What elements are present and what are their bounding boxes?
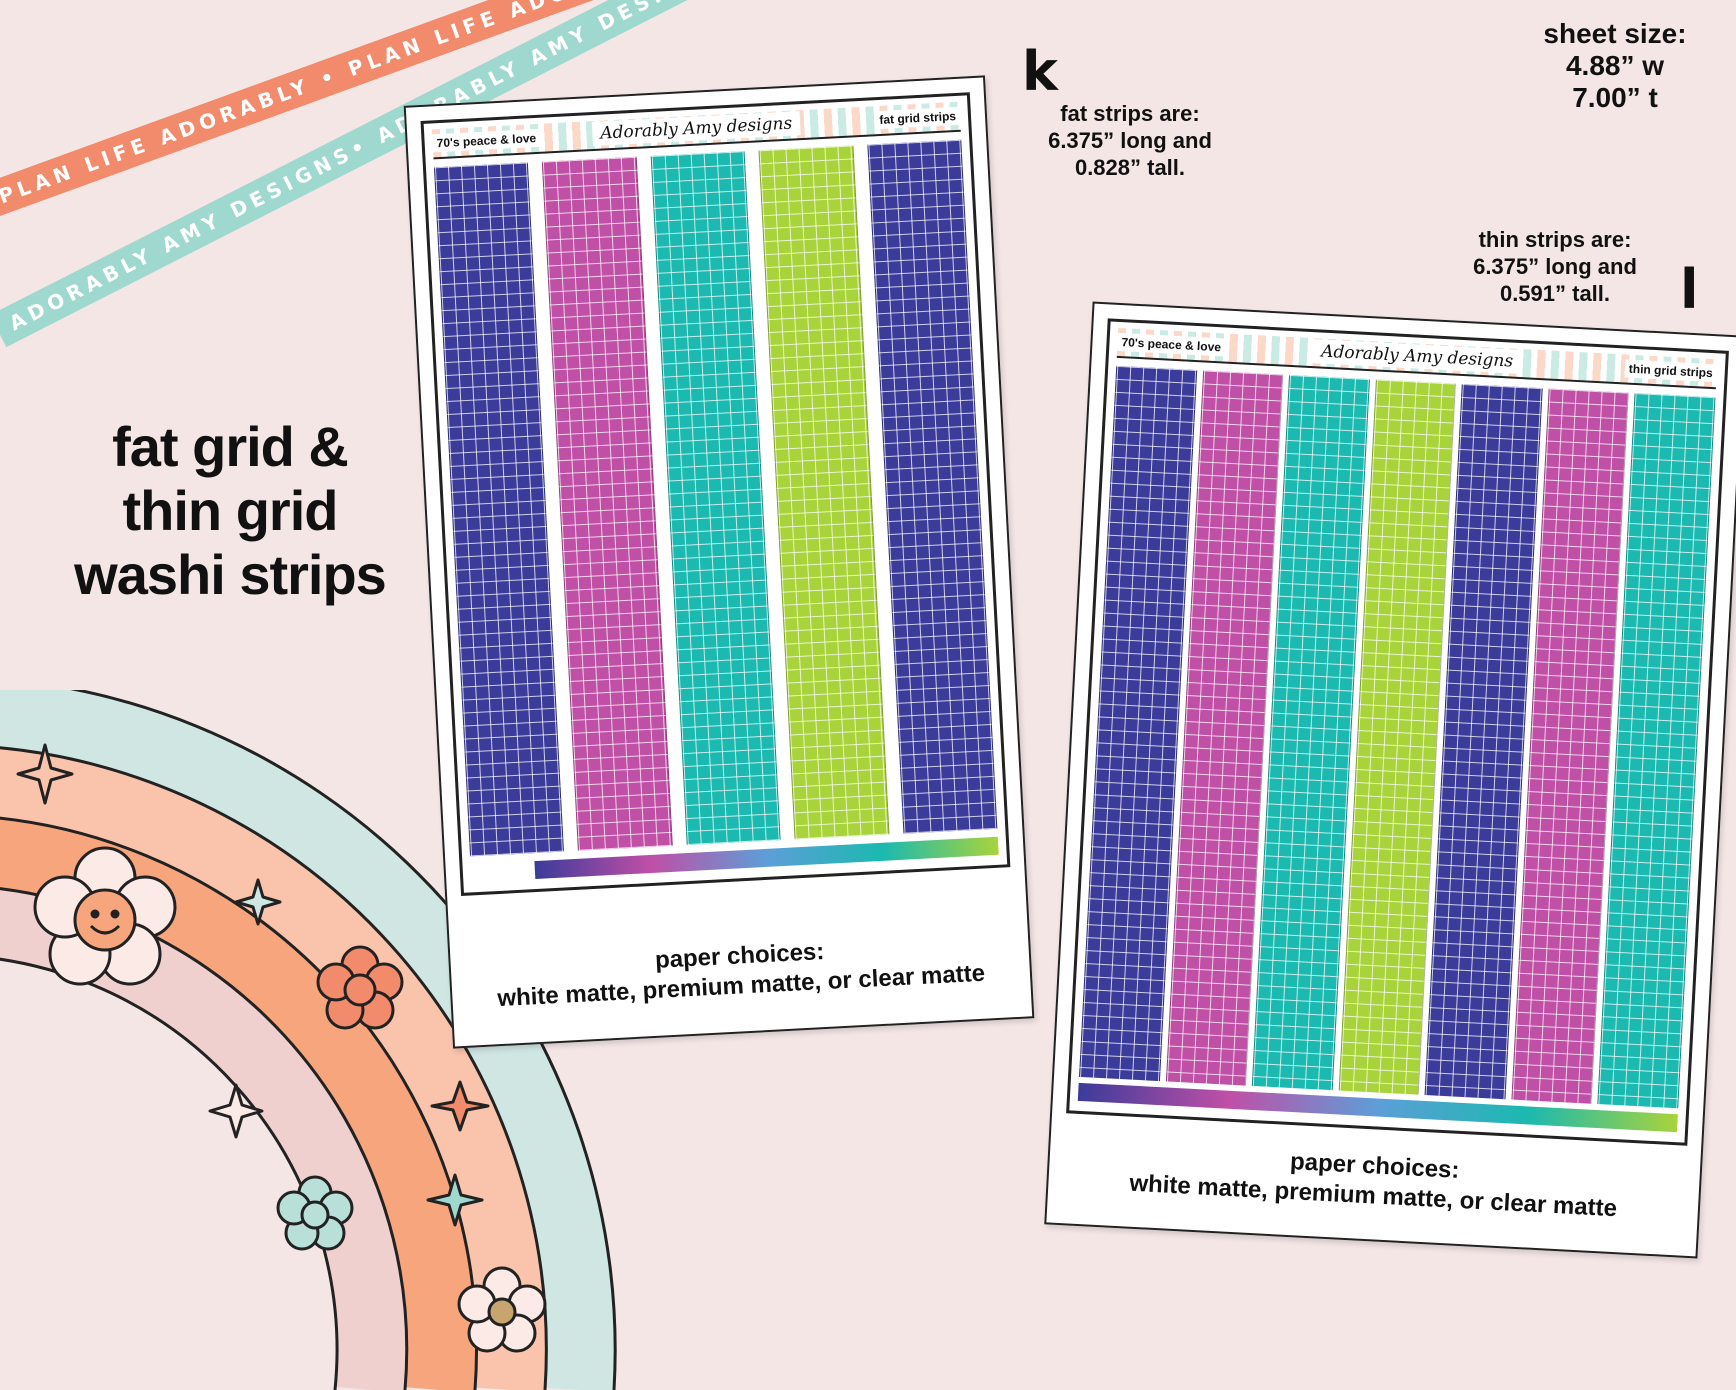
title-line-1: fat grid & bbox=[112, 415, 349, 478]
thin-strip-row bbox=[1079, 365, 1716, 1109]
variant-letter-l: l bbox=[1680, 258, 1699, 321]
thin-grid-sheet: 70's peace & love Adorably Amy designs t… bbox=[1044, 301, 1736, 1259]
sheet-type-label: fat grid strips bbox=[874, 106, 961, 130]
sheet-size-note: sheet size: 4.88” w 7.00” t bbox=[1515, 18, 1715, 114]
star-icon bbox=[430, 1080, 490, 1132]
title-line-3: washi strips bbox=[74, 543, 387, 606]
variant-letter-k: k bbox=[1022, 40, 1058, 103]
thin-note-line-3: 0.591” tall. bbox=[1499, 281, 1611, 306]
theme-label: 70's peace & love bbox=[432, 128, 541, 153]
fat-washi-strip bbox=[866, 139, 998, 834]
rainbow-illustration bbox=[0, 690, 617, 1390]
brand-logo: Adorably Amy designs bbox=[1312, 339, 1522, 375]
coral-flower-icon bbox=[316, 945, 404, 1030]
thin-sheet-sticker-area: 70's peace & love Adorably Amy designs t… bbox=[1066, 318, 1729, 1146]
sparkle-icon bbox=[234, 878, 282, 926]
fat-paper-choices: paper choices: white matte, premium matt… bbox=[450, 926, 1030, 1016]
fat-strip-row bbox=[433, 139, 998, 857]
product-title: fat grid & thin grid washi strips bbox=[40, 415, 420, 607]
fat-strips-note: fat strips are: 6.375” long and 0.828” t… bbox=[1020, 100, 1240, 181]
title-line-2: thin grid bbox=[122, 479, 339, 542]
sheet-size-height: 7.00” t bbox=[1572, 82, 1658, 113]
fat-washi-strip bbox=[542, 156, 673, 851]
fat-note-line-3: 0.828” tall. bbox=[1074, 155, 1186, 180]
thin-note-line-1: thin strips are: bbox=[1478, 227, 1632, 252]
sparkle-icon bbox=[16, 743, 74, 805]
fat-grid-sheet: 70's peace & love Adorably Amy designs f… bbox=[403, 75, 1035, 1049]
sheet-size-label: sheet size: bbox=[1543, 18, 1687, 49]
sparkle-icon bbox=[208, 1083, 264, 1139]
thin-strips-note: thin strips are: 6.375” long and 0.591” … bbox=[1445, 226, 1665, 307]
sheet-size-width: 4.88” w bbox=[1565, 50, 1665, 81]
smiley-flower-icon bbox=[33, 846, 177, 986]
sheet-type-label: thin grid strips bbox=[1624, 359, 1718, 383]
brand-logo: Adorably Amy designs bbox=[591, 111, 801, 147]
thin-paper-choices: paper choices: white matte, premium matt… bbox=[1048, 1134, 1700, 1228]
fat-note-line-2: 6.375” long and bbox=[1048, 128, 1212, 153]
fat-washi-strip bbox=[758, 145, 890, 840]
daisy-flower-icon bbox=[457, 1266, 547, 1353]
fat-washi-strip bbox=[433, 162, 565, 857]
fat-note-line-1: fat strips are: bbox=[1060, 101, 1200, 126]
theme-label: 70's peace & love bbox=[1117, 332, 1226, 357]
fat-washi-strip bbox=[650, 151, 781, 846]
fat-sheet-sticker-area: 70's peace & love Adorably Amy designs f… bbox=[420, 92, 1011, 896]
thin-note-line-2: 6.375” long and bbox=[1473, 254, 1637, 279]
star-icon bbox=[426, 1173, 484, 1227]
mint-flower-icon bbox=[276, 1175, 354, 1251]
